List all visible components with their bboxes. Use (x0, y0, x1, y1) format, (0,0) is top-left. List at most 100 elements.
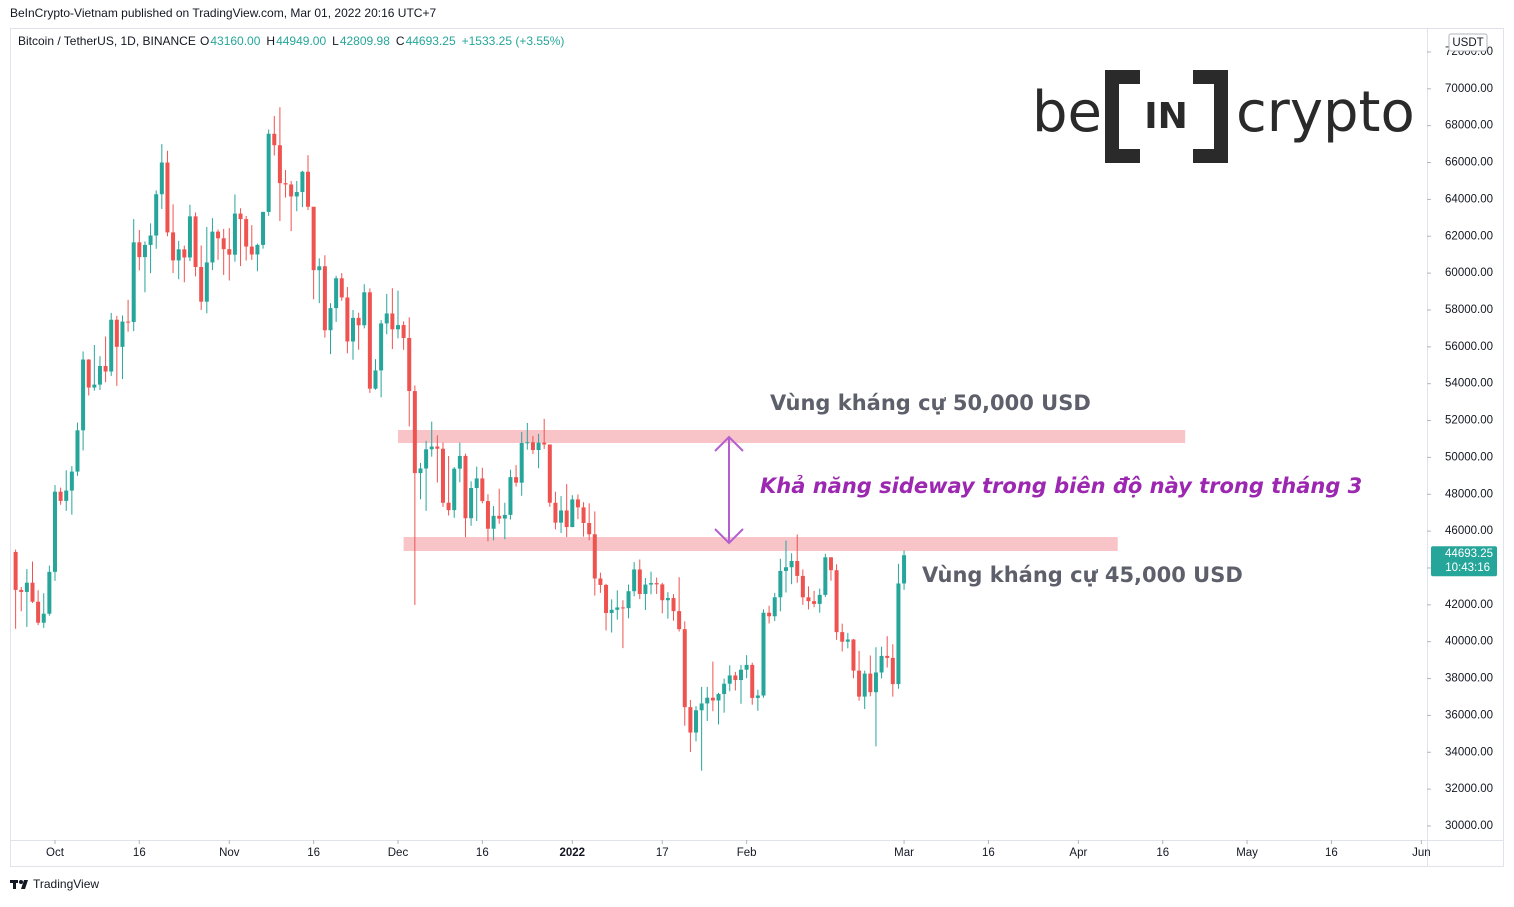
candle-body (97, 365, 102, 385)
candle-body (407, 337, 412, 392)
candle-body (592, 534, 597, 579)
candle-body (24, 582, 29, 592)
candle-body (142, 244, 147, 258)
x-tick-label: Feb (737, 847, 757, 859)
candle-body (36, 601, 41, 623)
logo-gap (1140, 70, 1193, 84)
y-tick-label: 46000.00 (1445, 525, 1493, 537)
legend-key: C (396, 34, 405, 48)
candle-body (840, 632, 845, 642)
logo-middle: IN (1144, 96, 1188, 137)
candle-body (452, 468, 457, 511)
candle-body (300, 171, 305, 193)
candle-body (519, 443, 524, 483)
candle-body (654, 583, 659, 585)
x-tick-label: Apr (1069, 847, 1087, 859)
candle-body (334, 278, 339, 309)
logo-gap (1140, 149, 1193, 163)
candle-body (559, 510, 564, 523)
candle-body (81, 359, 86, 431)
candle-body (587, 523, 592, 535)
candle-body (778, 570, 783, 598)
candle-body (362, 292, 367, 326)
candle-body (238, 213, 243, 220)
candle-body (120, 321, 125, 347)
candle-body (401, 325, 406, 338)
candle-body (772, 597, 777, 617)
price-label-box (1431, 546, 1497, 577)
logo-left: be (1032, 80, 1102, 145)
candle-body (783, 567, 788, 571)
candle-body (744, 664, 749, 670)
candle-body (356, 317, 361, 326)
candle-body (795, 560, 800, 576)
candle-body (306, 171, 311, 207)
candle-body (64, 490, 69, 501)
legend-value: 43160.00 (210, 34, 260, 48)
candle-body (474, 478, 479, 488)
candle-body (137, 242, 142, 258)
candle-body (339, 278, 344, 298)
x-tick-label: 17 (656, 847, 669, 859)
candle-body (367, 292, 372, 389)
x-tick-label: Oct (46, 847, 65, 859)
candle-body (193, 216, 198, 268)
candle-body (429, 446, 434, 450)
x-tick-label: 16 (1325, 847, 1338, 859)
candle-body (435, 446, 440, 449)
logo-box-inner (1119, 84, 1214, 149)
x-tick-label: 16 (476, 847, 489, 859)
chart-frame (10, 28, 1504, 867)
candle-body (395, 325, 400, 330)
y-tick-label: 42000.00 (1445, 599, 1493, 611)
candle-body (244, 219, 249, 247)
candle-body (879, 655, 884, 673)
annotation: Vùng kháng cự 45,000 USD (922, 563, 1243, 587)
candle-body (508, 477, 513, 515)
x-tick-label: 2022 (560, 847, 586, 859)
candle-body (30, 582, 35, 602)
legend-key: H (266, 34, 275, 48)
legend-change: +1533.25 (+3.55%) (462, 34, 565, 48)
candle-body (547, 444, 552, 503)
y-tick-label: 30000.00 (1445, 820, 1493, 832)
candle-body (738, 669, 743, 681)
candle-body (497, 515, 502, 519)
x-tick-label: Dec (388, 847, 409, 859)
candle-body (412, 391, 417, 474)
candle-body (328, 308, 333, 331)
candle-body (204, 262, 209, 302)
candle-body (272, 133, 277, 146)
x-tick-label: Jun (1412, 847, 1431, 859)
candle-body (176, 249, 181, 261)
price-label: 44693.25 (1445, 548, 1493, 560)
candle-body (812, 601, 817, 604)
y-tick-label: 32000.00 (1445, 783, 1493, 795)
candle-body (92, 384, 97, 388)
candle-body (502, 514, 507, 519)
candle-body (699, 703, 704, 711)
legend-value: 42809.98 (340, 34, 390, 48)
candle-body (463, 455, 468, 519)
candle-body (671, 598, 676, 612)
candle-body (317, 266, 322, 271)
candle-body (716, 694, 721, 701)
candle-body (485, 501, 490, 529)
candle-body (722, 683, 727, 695)
candle-body (845, 639, 850, 642)
y-tick-label: 34000.00 (1445, 746, 1493, 758)
candle-body (615, 607, 620, 610)
candle-body (384, 313, 389, 324)
currency-box[interactable] (1448, 33, 1488, 52)
candle-body (750, 664, 755, 698)
y-tick-label: 52000.00 (1445, 415, 1493, 427)
candle-body (632, 569, 637, 592)
candle-body (424, 449, 429, 469)
candle-body (165, 162, 170, 233)
candle-body (232, 213, 237, 255)
candle-body (216, 231, 221, 239)
resistance-zone (403, 537, 1118, 552)
y-tick-label: 54000.00 (1445, 378, 1493, 390)
y-tick-label: 70000.00 (1445, 83, 1493, 95)
candle-body (761, 612, 766, 696)
